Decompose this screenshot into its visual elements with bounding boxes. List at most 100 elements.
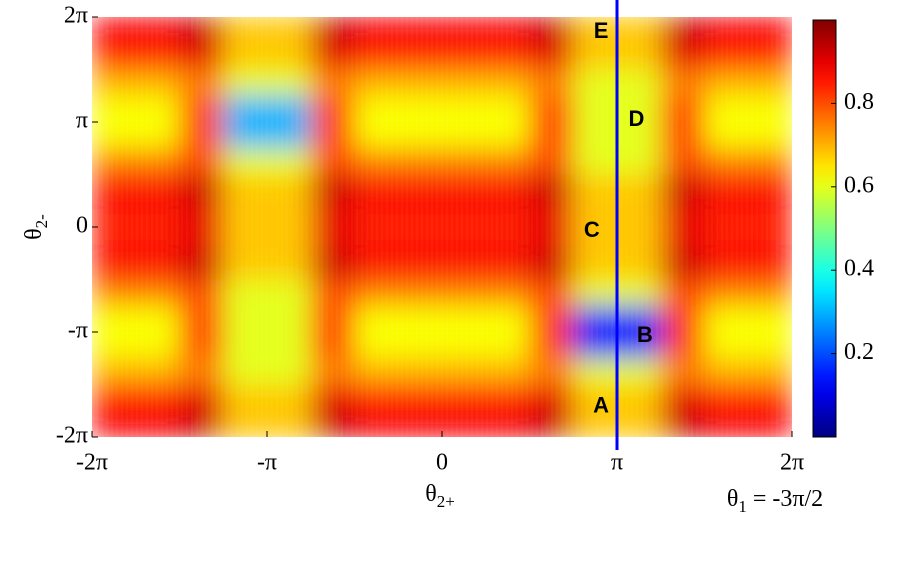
heat-cell — [660, 43, 705, 70]
heat-cell — [354, 227, 399, 254]
heat-cell — [485, 174, 530, 202]
heat-cell — [573, 95, 618, 123]
heat-cell — [573, 227, 618, 254]
heat-cell — [310, 227, 355, 254]
heat-cell — [573, 332, 618, 359]
heat-cell — [529, 95, 574, 123]
heat-cell — [135, 43, 180, 70]
heat-cell — [310, 384, 355, 412]
heat-cell — [748, 148, 792, 175]
heat-cell — [398, 358, 443, 385]
heat-cell — [179, 95, 224, 123]
heat-cell — [660, 148, 705, 175]
heat-cell — [179, 43, 224, 70]
heat-cell — [135, 95, 180, 123]
heatmap-area — [92, 17, 792, 437]
heat-cell — [442, 69, 487, 97]
x-tick-label: π — [611, 450, 623, 476]
y-axis-label-sub: 2- — [32, 214, 51, 229]
heat-cell — [660, 122, 705, 149]
heat-cell — [179, 384, 224, 412]
point-label: E — [594, 18, 609, 43]
heat-cell — [573, 174, 618, 202]
heat-cell — [529, 174, 574, 202]
heat-cell — [529, 148, 574, 175]
heat-cell — [135, 148, 180, 175]
heat-cell — [223, 279, 268, 307]
marker-label-sub: 1 — [738, 497, 747, 516]
heat-cell — [398, 43, 443, 70]
heat-cell — [354, 384, 399, 412]
heat-cell — [135, 17, 180, 44]
heat-cell — [310, 332, 355, 359]
colorbar — [812, 19, 837, 438]
marker-label-symbol: θ — [727, 486, 739, 512]
marker-label-rest: = -3π/2 — [747, 486, 823, 512]
heat-cell — [748, 95, 792, 123]
heat-cell — [748, 305, 792, 333]
heat-cell — [485, 279, 530, 307]
heat-cell — [529, 69, 574, 97]
heat-cell — [267, 253, 312, 280]
heat-cell — [135, 410, 180, 437]
heat-cell — [529, 43, 574, 70]
heat-cell — [748, 174, 792, 202]
heat-cell — [617, 358, 662, 385]
heat-cell — [660, 410, 705, 437]
heat-cell — [617, 69, 662, 97]
y-axis-label: θ2- — [21, 214, 51, 240]
heat-cell — [485, 410, 530, 437]
heat-cell — [223, 227, 268, 254]
heat-cell — [660, 200, 705, 228]
heat-cell — [485, 148, 530, 175]
heat-cell — [398, 305, 443, 333]
heat-cell — [748, 200, 792, 228]
heat-cell — [179, 253, 224, 280]
heat-cell — [179, 174, 224, 202]
heat-cell — [485, 17, 530, 44]
x-tick-label: 0 — [436, 450, 448, 476]
heat-cell — [310, 279, 355, 307]
heat-cell — [704, 69, 749, 97]
colorbar-tick-label: 0.4 — [844, 256, 874, 282]
heat-cell — [92, 43, 137, 70]
heat-cell — [573, 17, 618, 44]
heat-cell — [573, 122, 618, 149]
heat-cell — [354, 17, 399, 44]
heat-cell — [135, 279, 180, 307]
heat-cell — [354, 358, 399, 385]
heat-cell — [135, 358, 180, 385]
heat-cell — [92, 122, 137, 149]
heat-cell — [529, 17, 574, 44]
heat-cell — [529, 384, 574, 412]
heat-cell — [354, 148, 399, 175]
heat-cell — [617, 227, 662, 254]
heat-cell — [660, 69, 705, 97]
heat-cell — [660, 305, 705, 333]
heat-cell — [660, 174, 705, 202]
heat-cell — [398, 17, 443, 44]
heat-cell — [529, 305, 574, 333]
heat-cell — [704, 253, 749, 280]
heat-cell — [485, 69, 530, 97]
heat-cell — [179, 279, 224, 307]
heat-cell — [354, 43, 399, 70]
heat-cell — [179, 69, 224, 97]
heat-cell — [135, 227, 180, 254]
heat-cell — [92, 174, 137, 202]
marker-label: θ1 = -3π/2 — [727, 486, 823, 516]
heat-cell — [529, 227, 574, 254]
heat-cell — [398, 174, 443, 202]
heat-cell — [704, 332, 749, 359]
heat-cell — [485, 305, 530, 333]
heat-cell — [748, 122, 792, 149]
heat-cell — [223, 384, 268, 412]
heat-cell — [442, 17, 487, 44]
heat-cell — [617, 148, 662, 175]
heat-cell — [748, 227, 792, 254]
heat-cell — [573, 43, 618, 70]
mesh — [92, 17, 792, 437]
heat-cell — [442, 384, 487, 412]
heat-cell — [704, 95, 749, 123]
heat-cell — [398, 332, 443, 359]
